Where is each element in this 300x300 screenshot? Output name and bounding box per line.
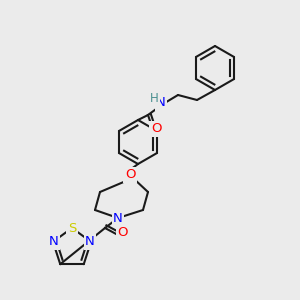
Text: N: N	[49, 235, 59, 248]
Text: N: N	[113, 212, 123, 224]
Text: S: S	[68, 221, 76, 235]
Text: O: O	[125, 169, 135, 182]
Text: O: O	[118, 226, 128, 239]
Text: O: O	[151, 122, 161, 136]
Text: N: N	[85, 235, 95, 248]
Text: N: N	[156, 97, 166, 110]
Text: H: H	[150, 92, 158, 106]
